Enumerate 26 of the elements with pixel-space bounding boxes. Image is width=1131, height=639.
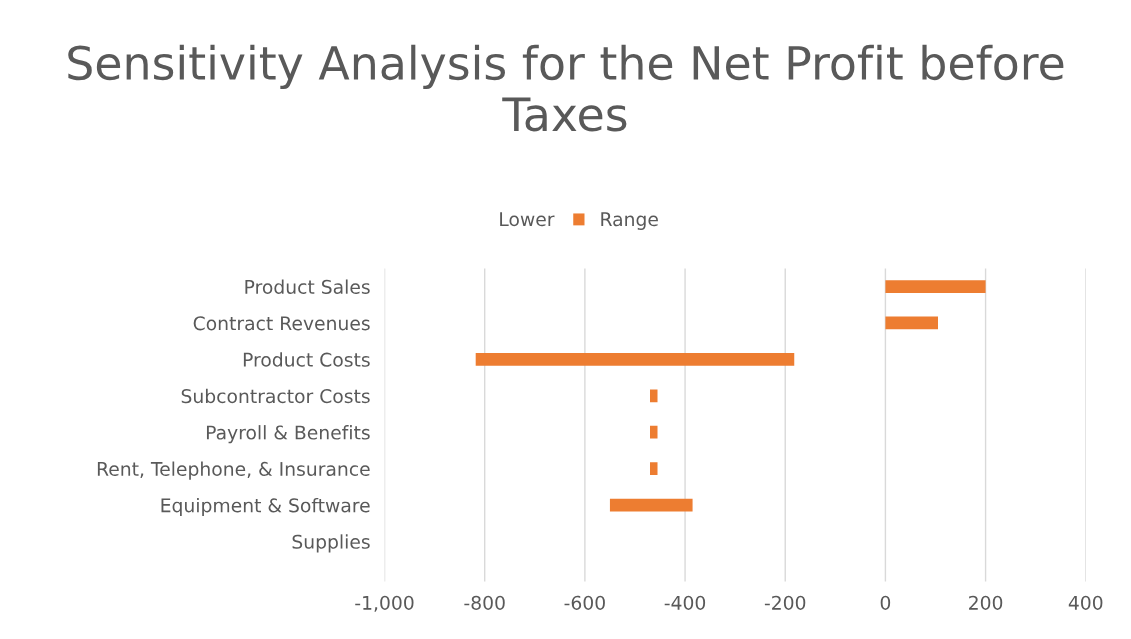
bar xyxy=(650,425,658,439)
x-tick-label: -600 xyxy=(564,595,605,610)
y-tick-label: Equipment & Software xyxy=(161,497,370,517)
bar xyxy=(609,498,693,512)
y-tick-label: Payroll & Benefits xyxy=(206,425,370,444)
x-tick-label: 0 xyxy=(880,595,891,610)
y-tick-label: Product Sales xyxy=(245,279,370,294)
y-tick-label: Subcontractor Costs xyxy=(181,388,370,404)
bar xyxy=(650,462,658,475)
y-tick-label: Supplies xyxy=(292,534,370,553)
y-tick-label: Product Costs xyxy=(243,352,370,367)
x-tick-label: -400 xyxy=(664,595,706,610)
bar xyxy=(475,353,795,366)
legend-label: Range xyxy=(601,212,658,230)
bar xyxy=(650,389,658,403)
bar xyxy=(885,316,938,330)
y-tick-label: Contract Revenues xyxy=(193,316,370,331)
x-tick-label: 400 xyxy=(1068,595,1103,610)
x-tick-label: 200 xyxy=(969,595,1003,610)
y-tick-label: Rent, Telephone, & Insurance xyxy=(97,461,370,480)
bar xyxy=(885,280,986,293)
x-tick-label: -800 xyxy=(464,595,505,610)
chart-title: Sensitivity Analysis for the Net Profit before Taxes xyxy=(68,44,1064,132)
text: Lower xyxy=(500,212,555,227)
x-tick-label: -1,000 xyxy=(355,595,414,612)
x-tick-label: -200 xyxy=(764,595,806,610)
